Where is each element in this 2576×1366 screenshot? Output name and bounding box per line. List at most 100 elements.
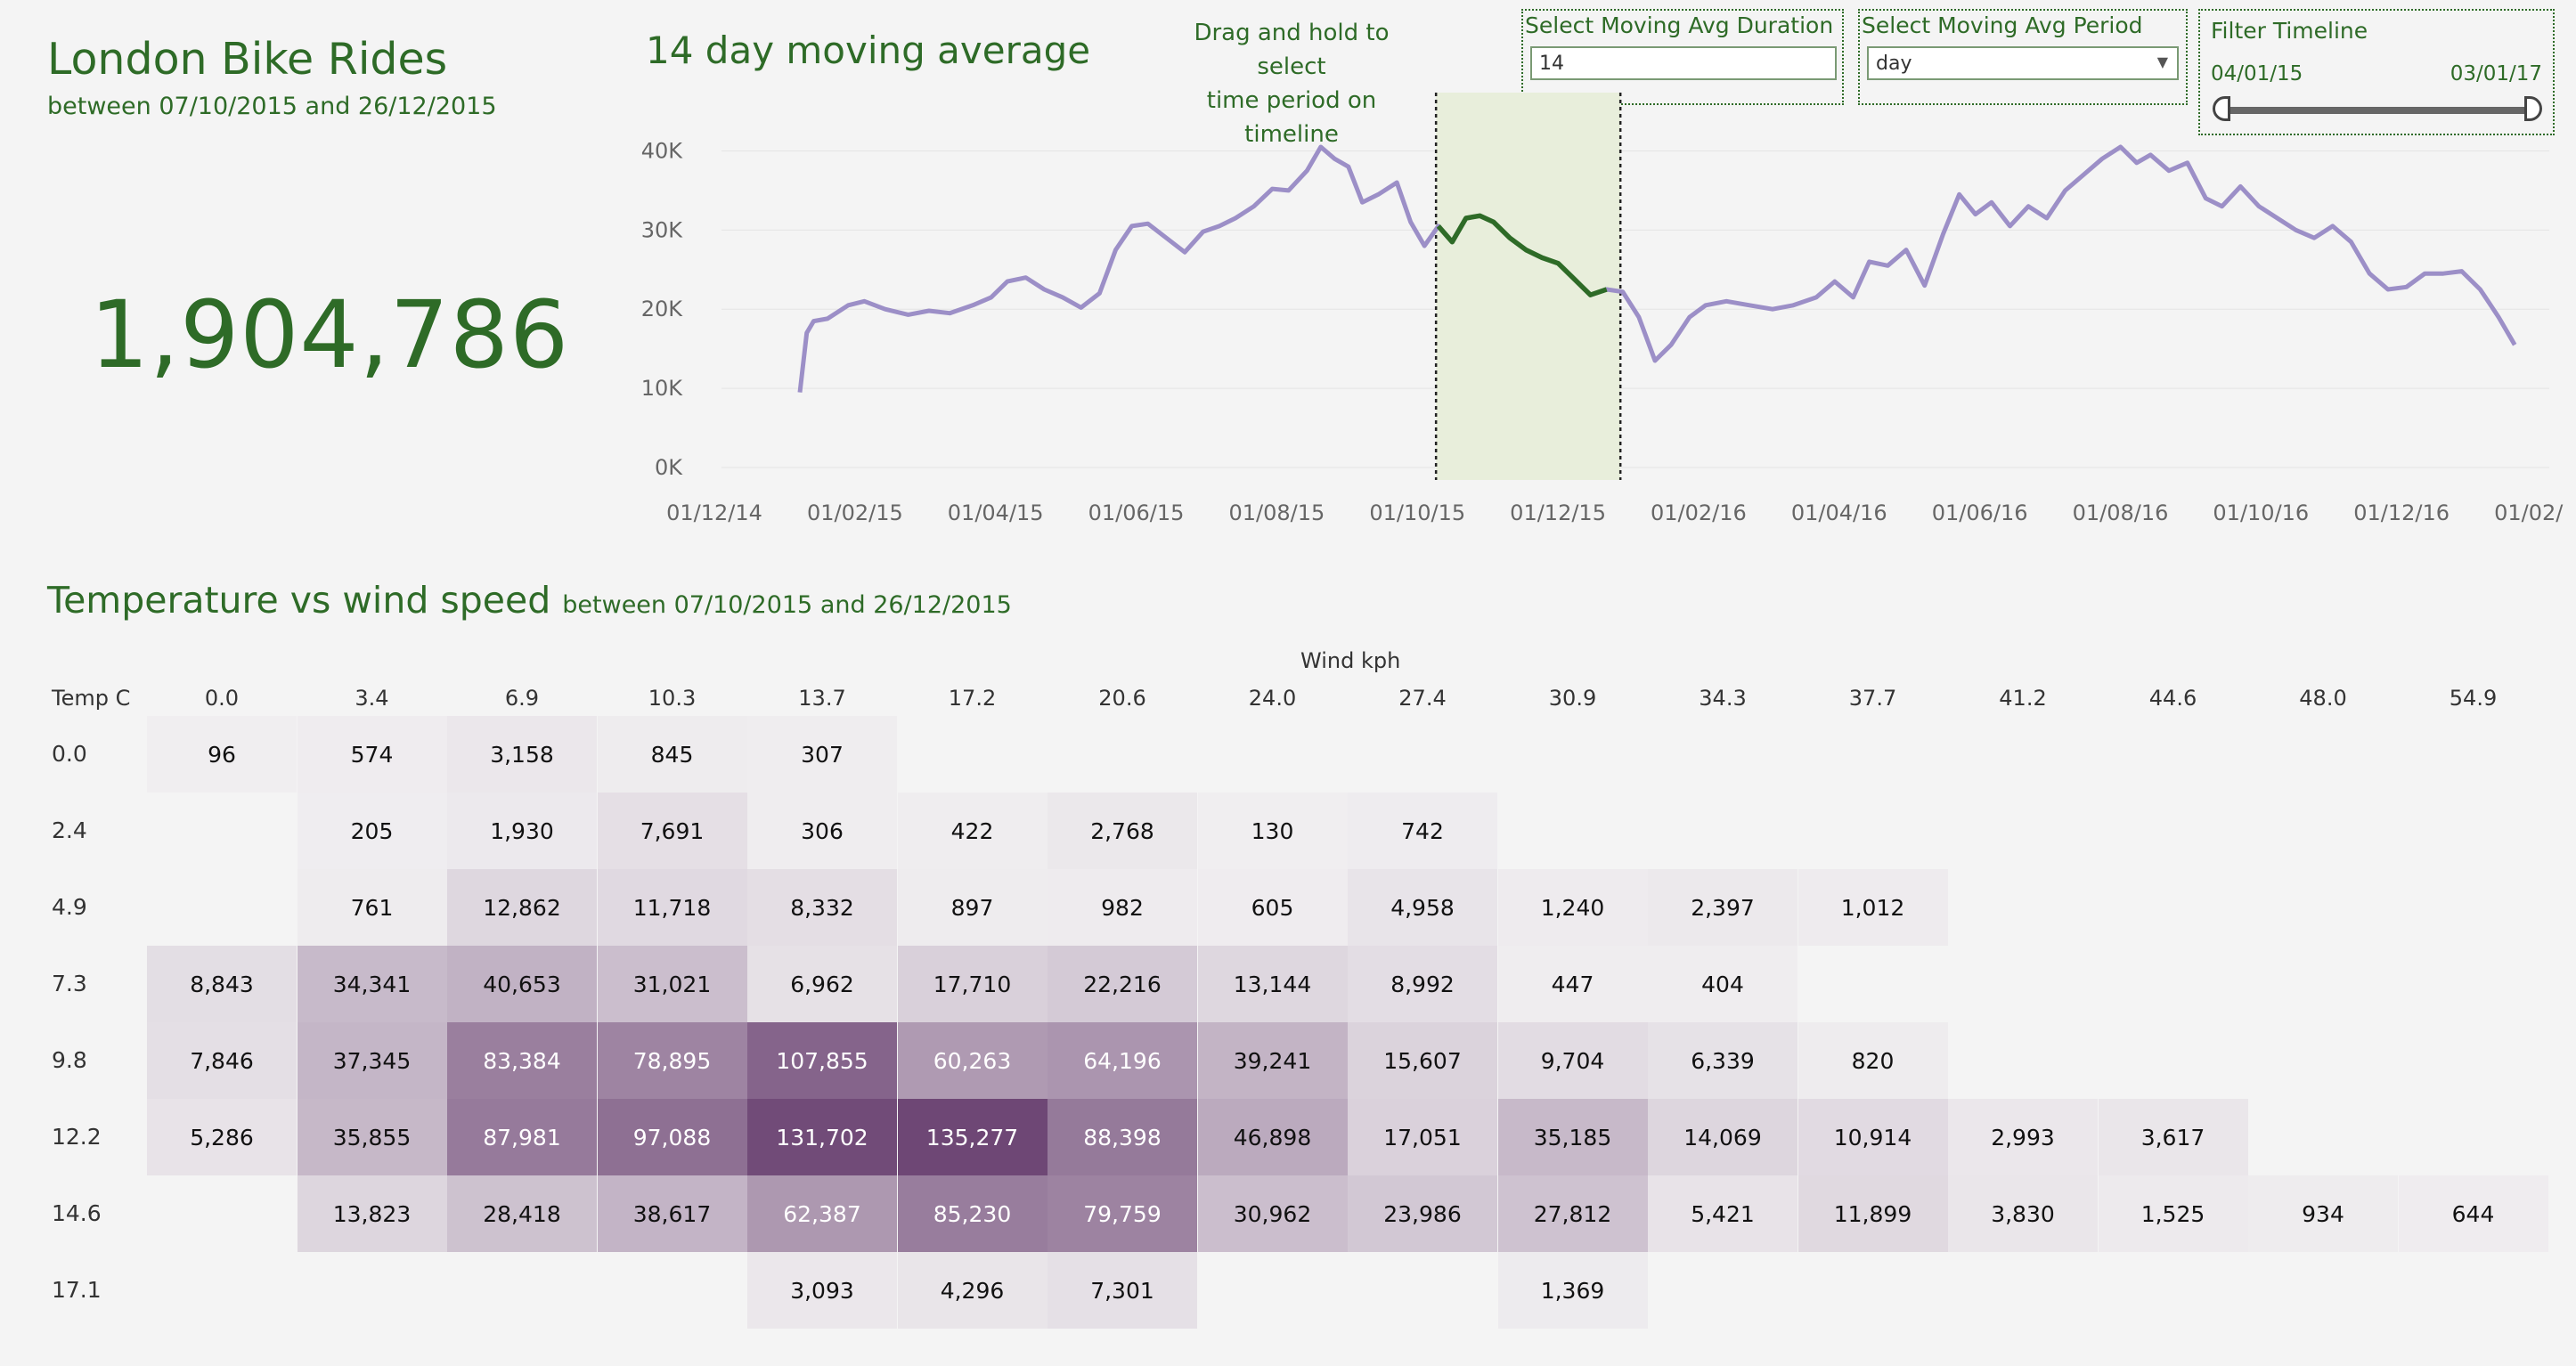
- y-tick-label: 20K: [641, 297, 684, 321]
- heatmap-cell: 644: [2398, 1175, 2548, 1252]
- heatmap-cell: 17,051: [1348, 1099, 1497, 1175]
- heatmap-cell: 8,332: [747, 869, 897, 946]
- heatmap-cell: 897: [897, 869, 1048, 946]
- heatmap-cell: 13,823: [297, 1175, 447, 1252]
- line-chart-title: 14 day moving average: [646, 28, 1091, 72]
- heatmap-cell: 46,898: [1197, 1099, 1348, 1175]
- heatmap-cell: 845: [597, 716, 747, 793]
- heatmap-cell: 2,768: [1048, 793, 1197, 869]
- heatmap-cell: 1,930: [447, 793, 597, 869]
- heatmap-cell: 39,241: [1197, 1022, 1348, 1099]
- timeline-start-handle[interactable]: [2213, 96, 2230, 121]
- heatmap-cell: 934: [2248, 1175, 2398, 1252]
- filter-timeline-control: Filter Timeline 04/01/15 03/01/17: [2198, 9, 2555, 135]
- x-tick-label: 01/08/15: [1228, 500, 1325, 525]
- wind-column-label: 13.7: [798, 686, 846, 711]
- heatmap-cell: 306: [747, 793, 897, 869]
- heatmap-title-main: Temperature vs wind speed: [47, 579, 551, 622]
- heatmap-cell: 605: [1197, 869, 1348, 946]
- heatmap-cell: 6,339: [1648, 1022, 1797, 1099]
- x-tick-label: 01/12/16: [2353, 500, 2450, 525]
- heatmap-cell: 12,862: [447, 869, 597, 946]
- heatmap-cell: 3,158: [447, 716, 597, 793]
- heatmap-cell: 7,301: [1048, 1252, 1197, 1329]
- heatmap-cell: 3,830: [1948, 1175, 2098, 1252]
- temp-row-label: 4.9: [52, 894, 87, 920]
- moving-avg-period-control: Select Moving Avg Period day ▼: [1858, 9, 2188, 105]
- wind-column-label: 3.4: [355, 686, 389, 711]
- heatmap-cell: 2,993: [1948, 1099, 2098, 1175]
- heatmap-cell: 761: [297, 869, 447, 946]
- heatmap-cell: 8,992: [1348, 946, 1497, 1022]
- temp-axis-title: Temp C: [52, 686, 131, 711]
- heatmap-cell: 2,397: [1648, 869, 1797, 946]
- heatmap-cell: 87,981: [447, 1099, 597, 1175]
- heatmap-cell: 78,895: [597, 1022, 747, 1099]
- heatmap-cell: 404: [1648, 946, 1797, 1022]
- heatmap-cell: 1,369: [1497, 1252, 1648, 1329]
- heatmap-cell: 15,607: [1348, 1022, 1497, 1099]
- moving-average-chart[interactable]: 0K 10K 20K 30K 40K 01/12/14 01/02/15 01/04/15 01…: [624, 80, 2565, 543]
- heatmap-cell: 307: [747, 716, 897, 793]
- heatmap-cell: 31,021: [597, 946, 747, 1022]
- heatmap-cell: 10,914: [1797, 1099, 1948, 1175]
- heatmap-cell: 1,525: [2098, 1175, 2248, 1252]
- heatmap-cell: 7,691: [597, 793, 747, 869]
- heatmap-cell: 742: [1348, 793, 1497, 869]
- heatmap-cell: 205: [297, 793, 447, 869]
- heatmap-cell: 35,855: [297, 1099, 447, 1175]
- heatmap-cell: 11,899: [1797, 1175, 1948, 1252]
- timeline-slider-track[interactable]: [2225, 107, 2531, 114]
- x-tick-label: 01/06/16: [1932, 500, 2028, 525]
- x-tick-label: 01/12/14: [666, 500, 762, 525]
- heatmap-cell: 17,710: [897, 946, 1048, 1022]
- heatmap-cell: 8,843: [147, 946, 297, 1022]
- heatmap-cell: 4,296: [897, 1252, 1048, 1329]
- temp-row-label: 7.3: [52, 971, 87, 996]
- heatmap-cell: 22,216: [1048, 946, 1197, 1022]
- heatmap-cell: 60,263: [897, 1022, 1048, 1099]
- heatmap-cell: 820: [1797, 1022, 1948, 1099]
- wind-column-label: 34.3: [1699, 686, 1747, 711]
- heatmap-cell: 28,418: [447, 1175, 597, 1252]
- heatmap-cell: 14,069: [1648, 1099, 1797, 1175]
- heatmap-cell: 131,702: [747, 1099, 897, 1175]
- duration-input[interactable]: [1530, 46, 1837, 80]
- timeline-end-value: 03/01/17: [2450, 62, 2542, 85]
- heatmap-cell: 5,286: [147, 1099, 297, 1175]
- x-tick-label: 01/12/15: [1510, 500, 1606, 525]
- heatmap-cell: 1,012: [1797, 869, 1948, 946]
- temp-row-label: 14.6: [52, 1200, 102, 1226]
- heatmap-cell: 135,277: [897, 1099, 1048, 1175]
- heatmap-cell: 79,759: [1048, 1175, 1197, 1252]
- heatmap-cell: 30,962: [1197, 1175, 1348, 1252]
- selection-band: [1436, 93, 1621, 480]
- wind-column-label: 6.9: [504, 686, 540, 711]
- heatmap-cell: 37,345: [297, 1022, 447, 1099]
- heatmap-title-sub: between 07/10/2015 and 26/12/2015: [562, 591, 1012, 619]
- wind-column-label: 20.6: [1098, 686, 1146, 711]
- wind-column-label: 44.6: [2148, 686, 2197, 711]
- period-dropdown[interactable]: day ▼: [1867, 46, 2179, 80]
- x-tick-label: 01/02/17: [2494, 500, 2565, 525]
- y-tick-label: 30K: [641, 217, 684, 242]
- heatmap-cell: 11,718: [597, 869, 747, 946]
- wind-column-label: 30.9: [1548, 686, 1597, 711]
- heatmap-cell: 96: [147, 716, 297, 793]
- timeline-end-handle[interactable]: [2524, 96, 2542, 121]
- heatmap-cell: 574: [297, 716, 447, 793]
- x-tick-label: 01/10/15: [1369, 500, 1465, 525]
- wind-column-label: 37.7: [1848, 686, 1897, 711]
- heatmap-cell: 13,144: [1197, 946, 1348, 1022]
- temp-row-label: 9.8: [52, 1047, 87, 1073]
- heatmap-cell: 9,704: [1497, 1022, 1648, 1099]
- temp-row-label: 12.2: [52, 1124, 102, 1150]
- total-rides-kpi: 1,904,786: [89, 281, 570, 389]
- x-tick-label: 01/08/16: [2073, 500, 2169, 525]
- x-tick-label: 01/02/16: [1651, 500, 1747, 525]
- x-tick-label: 01/04/16: [1791, 500, 1887, 525]
- heatmap-cell: 3,617: [2098, 1099, 2248, 1175]
- x-tick-label: 01/04/15: [948, 500, 1044, 525]
- wind-column-label: 41.2: [1999, 686, 2047, 711]
- heatmap-cell: 38,617: [597, 1175, 747, 1252]
